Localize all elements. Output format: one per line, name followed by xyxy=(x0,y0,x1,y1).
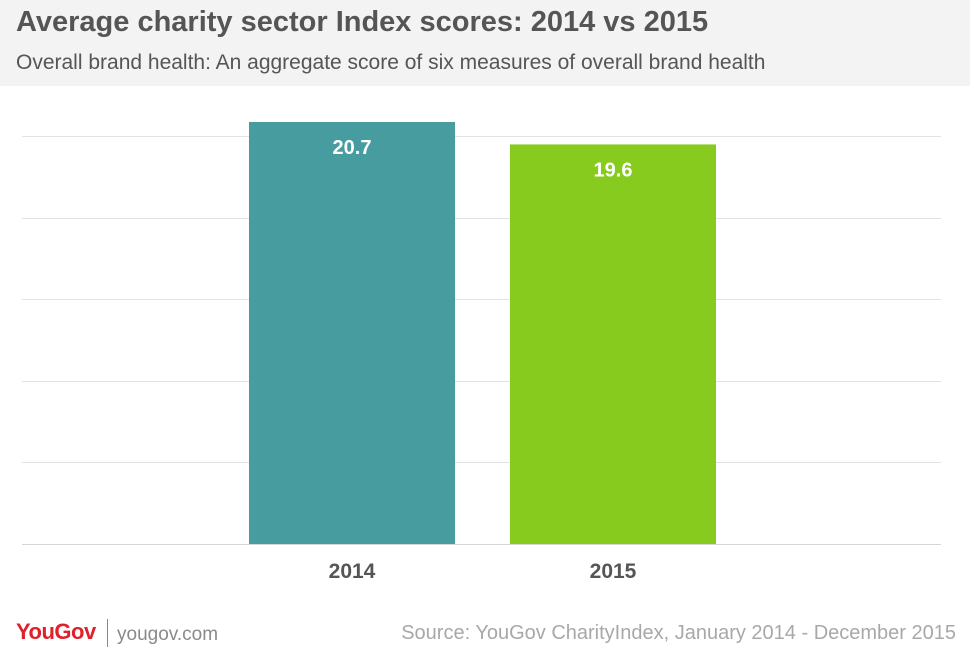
yougov-logo: YouGov xyxy=(16,619,96,644)
bar-2014 xyxy=(249,122,455,544)
data-label-2014: 20.7 xyxy=(333,137,372,159)
bar-chart: 20.7 2014 19.6 2015 xyxy=(22,122,941,583)
x-tick-label-2015: 2015 xyxy=(590,560,637,583)
bar-2015 xyxy=(510,144,716,545)
chart-title: Average charity sector Index scores: 201… xyxy=(16,6,709,38)
footer-site-link[interactable]: yougov.com xyxy=(117,624,219,645)
data-label-2015: 19.6 xyxy=(594,159,633,181)
header-band: Average charity sector Index scores: 201… xyxy=(0,0,970,86)
source-note: Source: YouGov CharityIndex, January 201… xyxy=(401,622,956,644)
chart-subtitle: Overall brand health: An aggregate score… xyxy=(16,51,766,74)
x-tick-label-2014: 2014 xyxy=(329,560,376,583)
footer-divider xyxy=(107,619,108,647)
